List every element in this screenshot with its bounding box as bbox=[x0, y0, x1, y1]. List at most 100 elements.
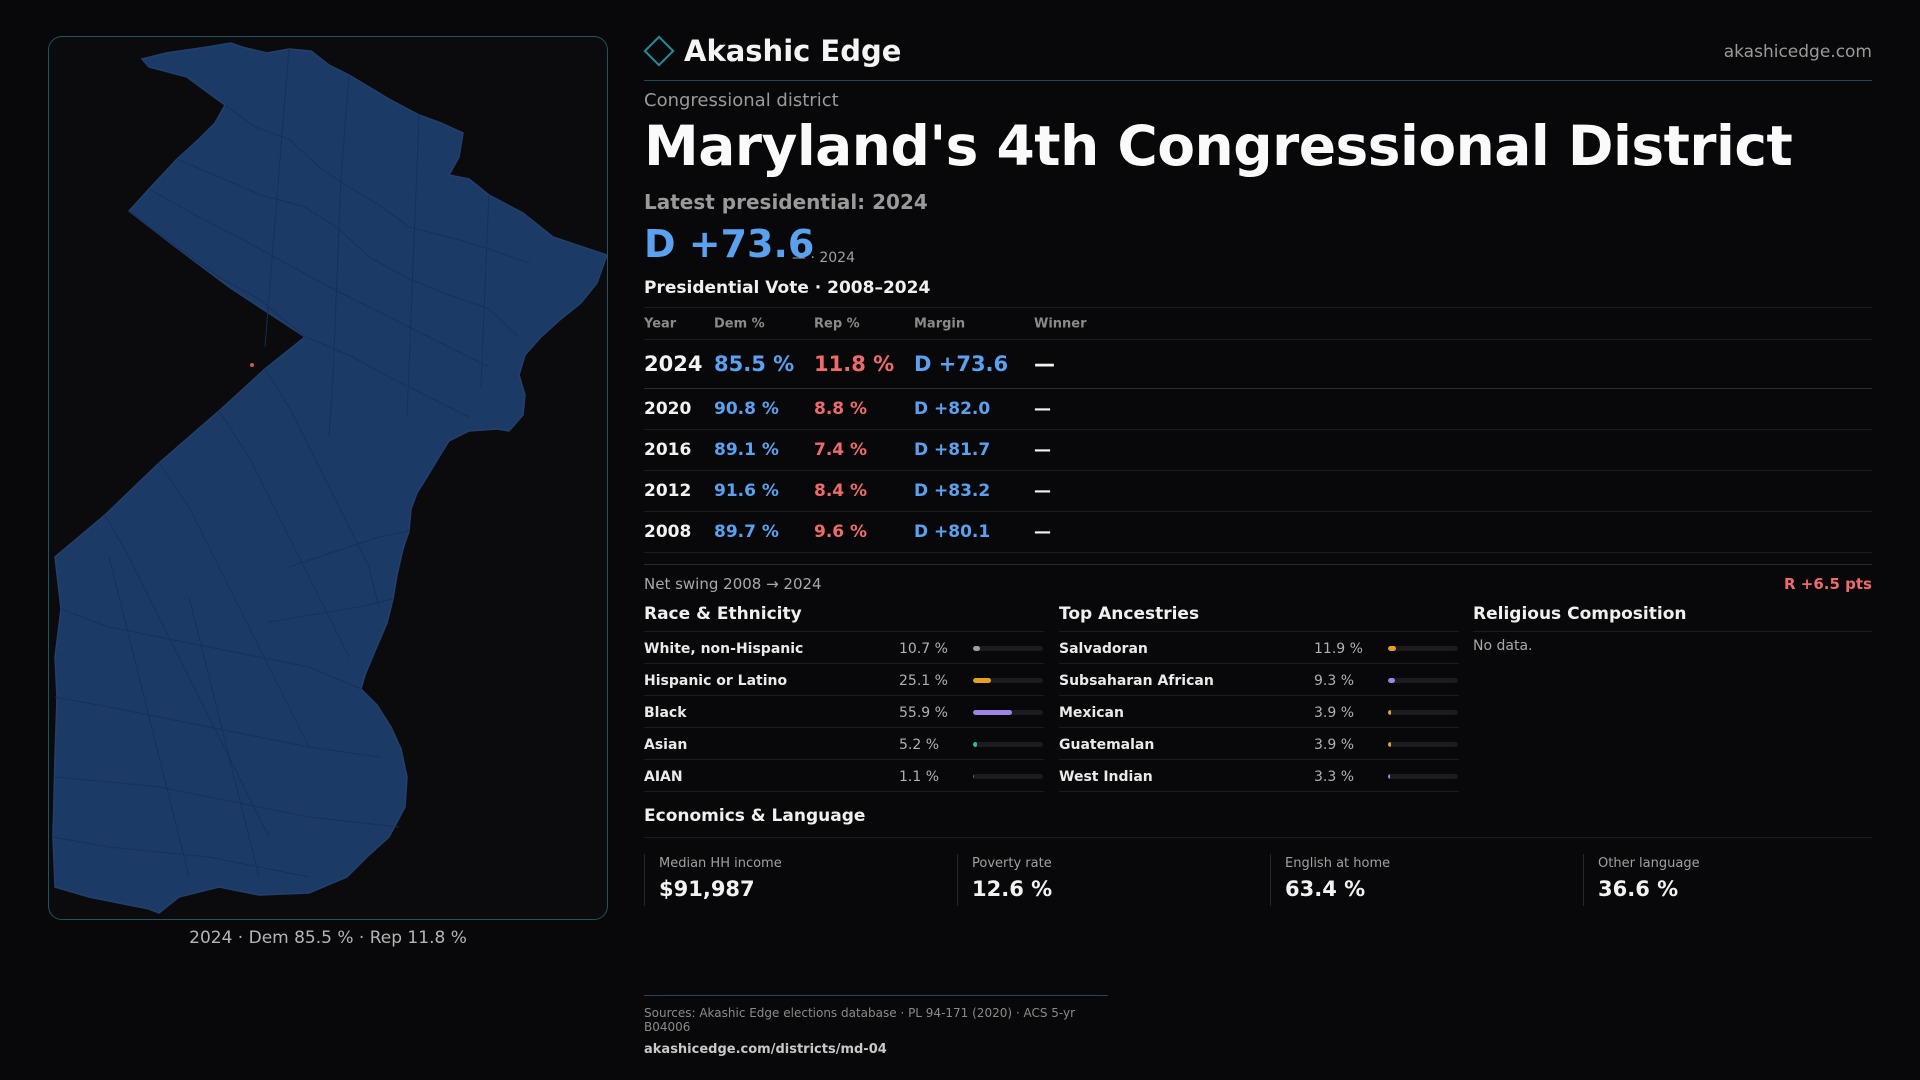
econ-card-poverty: Poverty rate 12.6 % bbox=[957, 854, 1257, 906]
item-percent: 3.9 % bbox=[1314, 705, 1355, 721]
economics-title: Economics & Language bbox=[644, 806, 1872, 838]
item-bar-fill bbox=[973, 774, 975, 779]
header: Akashic Edge akashicedge.com bbox=[643, 30, 1872, 81]
brand[interactable]: Akashic Edge bbox=[643, 34, 902, 68]
item-label: Guatemalan bbox=[1059, 737, 1155, 753]
item-bar-fill bbox=[973, 710, 1013, 715]
row-rep: 7.4 % bbox=[814, 440, 868, 460]
row-year: 2024 bbox=[644, 352, 703, 376]
table-row[interactable]: 2008 89.7 % 9.6 % D +80.1 — bbox=[644, 512, 1872, 553]
ancestries-title: Top Ancestries bbox=[1059, 602, 1459, 632]
race-ethnicity-section: Race & Ethnicity White, non-Hispanic 10.7… bbox=[644, 602, 1044, 792]
row-margin: D +83.2 bbox=[914, 481, 991, 501]
footer-url[interactable]: akashicedge.com/districts/md-04 bbox=[644, 1042, 887, 1057]
item-bar-track bbox=[1388, 774, 1458, 779]
item-bar-track bbox=[1388, 646, 1458, 651]
econ-value: 36.6 % bbox=[1598, 877, 1679, 901]
econ-value: $91,987 bbox=[659, 877, 755, 901]
item-bar-fill bbox=[1388, 710, 1391, 715]
row-winner: — bbox=[1034, 481, 1051, 501]
map-caption: 2024 · Dem 85.5 % · Rep 11.8 % bbox=[189, 928, 467, 948]
item-bar-track bbox=[973, 774, 1043, 779]
vote-section-title: Presidential Vote · 2008–2024 bbox=[644, 278, 931, 298]
footer: Sources: Akashic Edge elections database… bbox=[644, 995, 1108, 1057]
item-bar-fill bbox=[1388, 774, 1391, 779]
brand-name: Akashic Edge bbox=[684, 34, 902, 68]
headline-margin: D +73.6 bbox=[644, 222, 815, 266]
item-bar-fill bbox=[973, 742, 977, 747]
row-winner: — bbox=[1034, 440, 1051, 460]
item-percent: 1.1 % bbox=[899, 769, 940, 785]
item-bar-fill bbox=[973, 646, 981, 651]
item-percent: 3.9 % bbox=[1314, 737, 1355, 753]
item-percent: 5.2 % bbox=[899, 737, 940, 753]
list-item[interactable]: Guatemalan 3.9 % bbox=[1059, 728, 1459, 760]
econ-label: Other language bbox=[1598, 856, 1700, 871]
list-item[interactable]: Hispanic or Latino 25.1 % bbox=[644, 664, 1044, 696]
net-swing-label: Net swing 2008 → 2024 bbox=[644, 575, 822, 593]
table-row[interactable]: 2024 85.5 % 11.8 % D +73.6 — bbox=[644, 340, 1872, 389]
list-item[interactable]: Black 55.9 % bbox=[644, 696, 1044, 728]
item-bar-track bbox=[973, 678, 1043, 683]
econ-label: Poverty rate bbox=[972, 856, 1052, 871]
item-label: Hispanic or Latino bbox=[644, 673, 788, 689]
econ-label: English at home bbox=[1285, 856, 1391, 871]
item-bar-track bbox=[973, 646, 1043, 651]
row-winner: — bbox=[1034, 399, 1051, 419]
religion-no-data: No data. bbox=[1473, 638, 1533, 654]
item-label: Asian bbox=[644, 737, 688, 753]
religion-section: Religious Composition No data. bbox=[1473, 602, 1872, 654]
district-outline bbox=[52, 42, 607, 914]
page-title: Maryland's 4th Congressional District bbox=[644, 114, 1793, 178]
econ-label: Median HH income bbox=[659, 856, 782, 871]
item-label: Salvadoran bbox=[1059, 641, 1148, 657]
list-item[interactable]: Mexican 3.9 % bbox=[1059, 696, 1459, 728]
row-margin: D +73.6 bbox=[914, 352, 1009, 376]
header-winner[interactable]: Winner bbox=[1034, 316, 1087, 331]
presidential-vote-table: Year Dem % Rep % Margin Winner 2024 85.5… bbox=[644, 307, 1872, 553]
district-map-shape bbox=[52, 42, 607, 914]
list-item[interactable]: Salvadoran 11.9 % bbox=[1059, 632, 1459, 664]
item-label: Black bbox=[644, 705, 687, 721]
latest-presidential-label: Latest presidential: 2024 bbox=[644, 190, 928, 214]
row-year: 2012 bbox=[644, 481, 692, 501]
list-item[interactable]: Asian 5.2 % bbox=[644, 728, 1044, 760]
district-marker bbox=[250, 363, 254, 367]
table-row[interactable]: 2012 91.6 % 8.4 % D +83.2 — bbox=[644, 471, 1872, 512]
list-item[interactable]: AIAN 1.1 % bbox=[644, 760, 1044, 792]
item-bar-track bbox=[1388, 742, 1458, 747]
footer-sources: Sources: Akashic Edge elections database… bbox=[644, 1006, 1076, 1034]
district-map[interactable] bbox=[48, 36, 608, 920]
row-year: 2008 bbox=[644, 522, 692, 542]
item-bar-fill bbox=[1388, 678, 1395, 683]
item-bar-track bbox=[1388, 710, 1458, 715]
item-percent: 3.3 % bbox=[1314, 769, 1355, 785]
row-rep: 8.4 % bbox=[814, 481, 868, 501]
item-percent: 10.7 % bbox=[899, 641, 948, 657]
site-link[interactable]: akashicedge.com bbox=[1723, 42, 1872, 62]
list-item[interactable]: Subsaharan African 9.3 % bbox=[1059, 664, 1459, 696]
headline-margin-sub: — · 2024 bbox=[792, 250, 855, 266]
row-dem: 89.1 % bbox=[714, 440, 779, 460]
row-dem: 90.8 % bbox=[714, 399, 779, 419]
header-margin[interactable]: Margin bbox=[914, 316, 966, 331]
item-label: West Indian bbox=[1059, 769, 1153, 785]
list-item[interactable]: White, non-Hispanic 10.7 % bbox=[644, 632, 1044, 664]
header-year[interactable]: Year bbox=[644, 316, 677, 331]
econ-card-other-language: Other language 36.6 % bbox=[1583, 854, 1883, 906]
table-row[interactable]: 2016 89.1 % 7.4 % D +81.7 — bbox=[644, 430, 1872, 471]
item-bar-fill bbox=[1388, 646, 1397, 651]
list-item[interactable]: West Indian 3.3 % bbox=[1059, 760, 1459, 792]
header-dem[interactable]: Dem % bbox=[714, 316, 765, 331]
table-row[interactable]: 2020 90.8 % 8.8 % D +82.0 — bbox=[644, 389, 1872, 430]
item-label: Mexican bbox=[1059, 705, 1124, 721]
row-year: 2016 bbox=[644, 440, 692, 460]
race-rows: White, non-Hispanic 10.7 % Hispanic or Lat… bbox=[644, 632, 1044, 792]
row-dem: 85.5 % bbox=[714, 352, 795, 376]
row-winner: — bbox=[1034, 522, 1051, 542]
ancestry-rows: Salvadoran 11.9 % Subsaharan African 9.3 % M… bbox=[1059, 632, 1459, 792]
table-header-row: Year Dem % Rep % Margin Winner bbox=[644, 308, 1872, 340]
item-bar-fill bbox=[973, 678, 991, 683]
row-margin: D +81.7 bbox=[914, 440, 991, 460]
header-rep[interactable]: Rep % bbox=[814, 316, 860, 331]
